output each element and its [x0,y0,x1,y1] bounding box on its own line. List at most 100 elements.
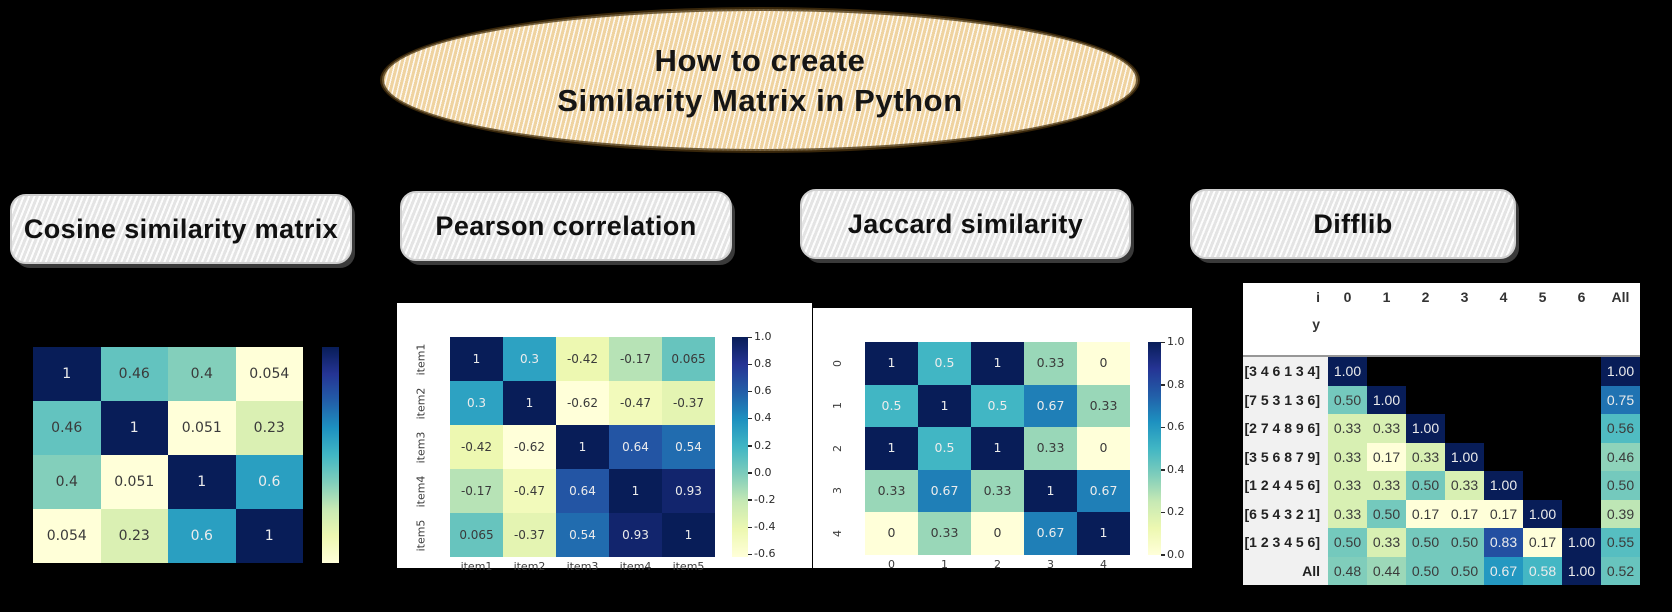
colorbar-tick-label: 1.0 [1167,335,1185,348]
table-value-cell: 0.52 [1601,556,1640,585]
heatmap-cell: 0.23 [235,401,303,455]
table-value-cell: 0.17 [1523,528,1562,557]
heatmap-cell: 0.67 [1024,384,1077,427]
section-label-difflib-text: Difflib [1313,208,1393,239]
colorbar-tick-mark [748,336,752,338]
colorbar-tick-mark [1161,384,1165,386]
heatmap-cell: 0.6 [235,455,303,509]
table-value-cell: 0.50 [1328,385,1367,414]
heatmap-cell: 0.5 [865,384,918,427]
table-value-cell: 0.33 [1367,528,1406,557]
heatmap-cell: 0.93 [662,469,715,513]
table-value-cell: 0.33 [1367,471,1406,500]
colorbar-tick-mark [748,499,752,501]
table-row: [3 5 6 8 7 9] 0.33 0.17 0.33 1.00 0.46 [1243,442,1640,472]
colorbar-tick-label: -0.4 [754,520,776,534]
x-axis-tick-label: item4 [619,560,652,573]
heatmap-cell: 1 [865,342,918,385]
table-value-cell [1484,386,1523,415]
heatmap-cell: -0.42 [556,337,609,381]
heatmap-cell: 0.67 [1024,512,1077,555]
table-row: [2 7 4 8 9 6] 0.33 0.33 1.00 0.56 [1243,414,1640,443]
y-axis-tick-text: 1 [830,402,844,410]
heatmap-cell: 0.065 [662,337,715,381]
heatmap-cell: 0.54 [662,425,715,469]
table-value-cell [1562,500,1601,529]
heatmap-cell: 0.5 [971,384,1024,427]
difflib-table-figure: i 0 1 2 3 4 5 6 All y [3 4 6 1 3 4] 1.00 1.00 [7 5 3 … [1243,283,1640,585]
table-value-cell [1523,414,1562,443]
section-label-difflib: Difflib [1190,189,1516,259]
heatmap-cell: 0.33 [971,469,1024,512]
table-value-cell: 1.00 [1562,528,1601,557]
colorbar-tick-mark [748,553,752,556]
table-value-cell: 0.50 [1445,528,1484,557]
y-axis-tick-label: 0 [827,342,847,385]
table-value-cell: 0.33 [1328,414,1367,443]
heatmap-cell: 1 [609,469,662,513]
table-value-cell [1562,471,1601,500]
colorbar-tick-label: 0.6 [1167,420,1185,433]
heatmap-cell: 0.5 [918,427,971,470]
x-axis-tick-label: 4 [1100,557,1107,571]
table-row-label: [3 4 6 1 3 4] [1243,357,1328,386]
table-value-cell: 1.00 [1562,556,1601,585]
colorbar-tick-label: 0.6 [754,384,772,398]
table-value-cell: 0.17 [1445,499,1484,528]
table-value-cell: 1.00 [1484,471,1523,500]
y-axis-tick-label: 4 [827,512,847,555]
heatmap-cell: 0 [1077,342,1130,385]
heatmap-cell: -0.47 [609,381,662,425]
heatmap-cell: 0.5 [918,342,971,385]
table-row: [1 2 3 4 5 6] 0.50 0.33 0.50 0.50 0.83 0.17 1.0… [1243,528,1640,557]
table-index-name-row: y [1243,311,1640,355]
table-value-cell: 1.00 [1328,357,1367,386]
table-value-cell [1367,357,1406,386]
heatmap-cell: 0.33 [865,469,918,512]
table-value-cell [1406,357,1445,386]
y-axis-tick-label: item1 [411,337,431,381]
heatmap-cell: 0.4 [33,455,101,509]
cosine-heatmap-figure: 1 0.46 0.4 0.054 0.46 1 0.051 0.23 0.4 0.051 1 0.6 0… [33,347,353,564]
heatmap-cell: -0.37 [662,381,715,425]
table-value-cell [1562,443,1601,472]
heatmap-cell: 0.051 [168,401,236,455]
heatmap-cell: 0 [865,512,918,555]
heatmap-cell: 0.33 [918,512,971,555]
x-axis-tick-label: 0 [888,557,895,571]
heatmap-cell: 1 [235,509,303,563]
table-value-cell: 0.33 [1328,499,1367,528]
y-axis-tick-text: item5 [414,519,428,551]
colorbar-tick-mark [748,390,752,393]
heatmap-cell: 0 [1077,427,1130,470]
section-label-pearson: Pearson correlation [400,191,732,261]
heatmap-cell: -0.17 [609,337,662,381]
table-value-cell: 1.00 [1601,357,1640,386]
table-value-cell: 0.55 [1601,528,1640,557]
heatmap-cell: 0.64 [556,469,609,513]
heatmap-cell: 1 [503,381,556,425]
table-value-cell [1523,357,1562,386]
colorbar-tick-mark [1161,341,1165,343]
y-axis-tick-text: item4 [414,475,428,507]
heatmap-cell: 0.3 [450,381,503,425]
table-value-cell [1523,386,1562,415]
x-axis-tick-label: item3 [566,560,599,573]
table-value-cell [1484,357,1523,386]
colorbar-tick-label: -0.6 [754,547,776,561]
table-value-cell: 0.48 [1328,556,1367,585]
heatmap-cell: 0.054 [235,347,303,401]
table-row-label: [7 5 3 1 3 6] [1243,385,1328,414]
table-row: [6 5 4 3 2 1] 0.33 0.50 0.17 0.17 0.17 1.00 0.3… [1243,499,1640,529]
heatmap-cell: 1 [1077,512,1130,555]
table-column-header: All [1601,283,1640,311]
heatmap-cell: -0.62 [556,381,609,425]
heatmap-cell: -0.62 [503,425,556,469]
heatmap-cell: 0.065 [450,513,503,557]
table-value-cell: 0.33 [1328,471,1367,500]
table-value-cell: 1.00 [1523,499,1562,528]
heatmap-cell: 0.54 [556,513,609,557]
y-axis-tick-label: item4 [411,469,431,513]
heatmap-cell: 1 [100,401,168,455]
table-value-cell: 0.46 [1601,442,1640,471]
